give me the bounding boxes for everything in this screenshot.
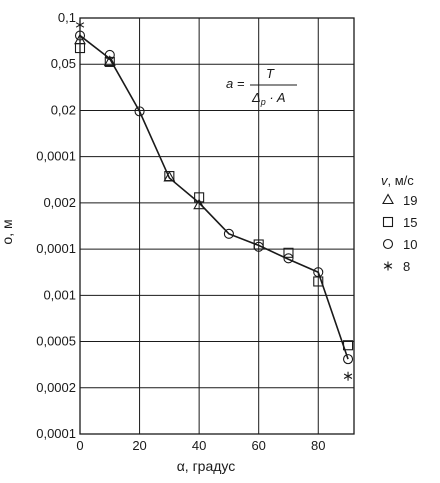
legend-marker-triangle xyxy=(382,193,394,205)
x-tick-labels: 0 20 40 60 80 xyxy=(76,438,325,453)
y-tick-label: 0,05 xyxy=(51,56,76,71)
data-point-square xyxy=(104,56,115,67)
data-point-square xyxy=(342,340,354,351)
formula-numerator: T xyxy=(266,66,275,81)
legend-marker-square xyxy=(382,216,394,228)
legend-marker-circle xyxy=(382,238,394,250)
formula-lhs: a = xyxy=(226,76,245,91)
y-tick-label: 0,0005 xyxy=(36,334,76,349)
y-axis-label: о, м xyxy=(0,219,15,244)
data-point-square xyxy=(253,239,264,250)
plot-frame xyxy=(79,17,355,435)
x-tick-label: 0 xyxy=(76,438,83,453)
data-point-circle xyxy=(134,106,145,117)
x-tick-label: 60 xyxy=(251,438,265,453)
legend-label: 15 xyxy=(403,215,417,230)
data-point-triangle xyxy=(193,198,206,210)
legend-label: 19 xyxy=(403,193,417,208)
y-tick-label: 0,002 xyxy=(43,195,76,210)
legend-label: 10 xyxy=(403,237,417,252)
y-tick-label: 0,0001 xyxy=(36,426,76,441)
data-point-circle xyxy=(104,49,115,61)
data-point-circle xyxy=(253,241,264,252)
data-point-circle xyxy=(342,354,354,365)
data-point-triangle xyxy=(103,55,116,66)
legend-marker-asterisk xyxy=(383,261,393,271)
y-tick-labels: 0,1 0,05 0,02 0,0001 0,002 0,0001 0,001 0,0005 0… xyxy=(36,10,76,441)
data-markers xyxy=(74,20,354,381)
data-point-square xyxy=(194,192,205,203)
legend-label: 8 xyxy=(403,259,410,274)
data-point-asterisk xyxy=(75,20,85,30)
data-point-circle xyxy=(313,267,324,278)
grid xyxy=(80,18,354,434)
x-tick-label: 40 xyxy=(192,438,206,453)
data-point-circle xyxy=(74,30,86,41)
data-point-square xyxy=(74,42,86,54)
data-point-square xyxy=(283,247,294,258)
y-tick-label: 0,001 xyxy=(43,287,76,302)
y-tick-label: 0,1 xyxy=(58,10,76,25)
formula-denominator: Δp · A xyxy=(251,90,286,107)
y-tick-label: 0,0002 xyxy=(36,380,76,395)
y-tick-label: 0,0001 xyxy=(36,149,76,164)
legend-title: v, м/с xyxy=(381,173,414,188)
x-tick-label: 80 xyxy=(311,438,325,453)
fitted-curve xyxy=(79,34,349,360)
x-tick-label: 20 xyxy=(132,438,146,453)
y-tick-label: 0,0001 xyxy=(36,241,76,256)
data-point-square xyxy=(164,171,175,182)
curve-line xyxy=(79,34,349,360)
data-point-asterisk xyxy=(343,371,353,381)
y-tick-label: 0,02 xyxy=(51,102,76,117)
data-point-circle xyxy=(283,253,294,264)
data-point-circle xyxy=(223,228,234,239)
formula-annotation: a = T Δp · A xyxy=(226,66,297,107)
legend: v, м/с 19 15 10 8 xyxy=(381,173,417,274)
x-axis-label: α, градус xyxy=(177,458,236,474)
